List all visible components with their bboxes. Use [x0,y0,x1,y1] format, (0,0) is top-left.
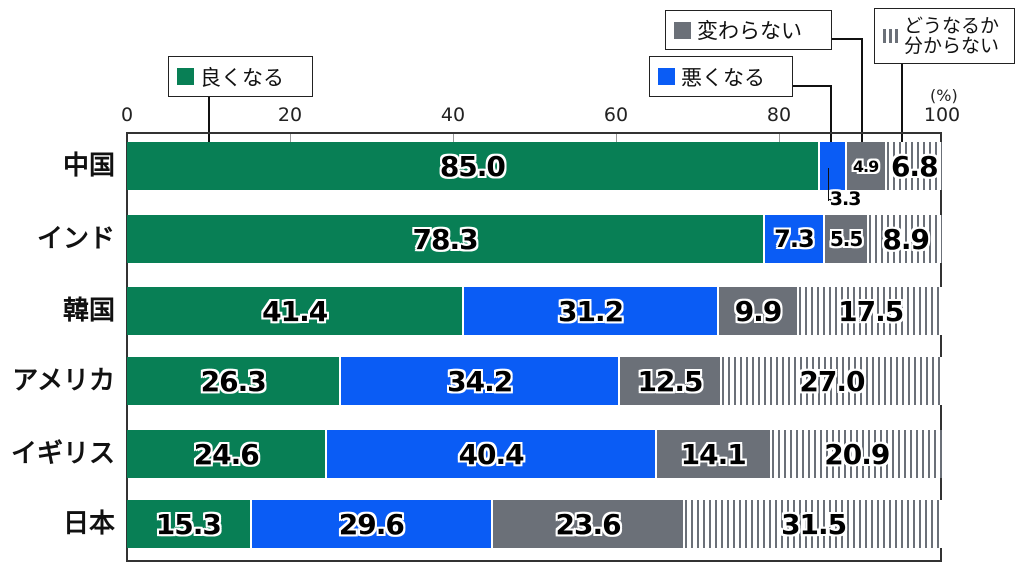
bar-row: 24.6 40.4 14.1 20.9 [127,430,942,478]
bar-segment: 31.2 [464,287,719,335]
bar-row: 78.3 7.3 5.5 8.9 [127,215,942,263]
leader-line-small-h [827,199,834,201]
legend-good: 良くなる [168,56,313,97]
bar-segment: 4.9 [846,142,887,190]
bar-segment: 3.3 [819,142,861,210]
swatch-green-icon [177,68,194,85]
swatch-blue-icon [658,68,675,85]
leader-line-unknown [901,64,903,154]
bar-segment: 8.9 [869,215,942,263]
category-label: インド [36,224,115,254]
legend-same-label: 変わらない [697,19,802,43]
bar-row: 41.4 31.2 9.9 17.5 [127,287,942,335]
gridline [453,134,454,142]
bar-row: 26.3 34.2 12.5 27.0 [127,357,942,405]
category-label: 中国 [62,151,115,181]
bar-segment: 12.5 [620,357,722,405]
bar-segment: 26.3 [127,357,342,405]
leader-line-same-h [832,38,862,40]
legend-unknown: どうなるか 分からない [874,8,1015,64]
bar-segment: 9.9 [718,287,800,335]
leader-line-small [827,168,830,200]
value-label: 3.3 [829,188,862,210]
category-label: アメリカ [12,366,115,396]
x-tick-label: 40 [440,104,466,126]
leader-line-good [208,97,210,153]
leader-line-bad-h [793,85,831,87]
leader-line-bad-v [830,85,832,155]
legend-unknown-line2: 分からない [904,35,1000,57]
legend-good-label: 良くなる [200,65,284,90]
value-label: 6.8 [890,149,939,183]
x-tick-label: 20 [277,104,303,126]
x-tick-label: 100 [923,104,961,126]
bar-segment: 24.6 [127,430,328,478]
bar-segment: 34.2 [341,357,621,405]
value-label: 5.5 [829,227,863,251]
bar-segment: 5.5 [824,215,870,263]
bar-segment: 6.8 [886,142,942,190]
value-label: 40.4 [458,437,525,471]
value-label: 27.0 [799,364,865,398]
value-label: 17.5 [838,294,904,328]
value-label: 12.5 [637,364,703,398]
value-label: 34.2 [447,364,513,398]
bar-segment: 41.4 [127,287,465,335]
value-label: 7.3 [774,225,815,253]
value-label: 20.9 [824,437,890,471]
value-label: 14.1 [680,437,747,471]
category-label: 日本 [62,509,115,539]
value-label: 41.4 [262,294,328,328]
value-label: 8.9 [882,222,930,256]
bar-segment: 27.0 [721,357,942,405]
value-label: 15.3 [155,507,222,541]
swatch-striped-icon [883,29,898,43]
value-label: 29.6 [338,507,405,541]
legend-same: 変わらない [665,10,832,50]
x-tick-label: 80 [766,104,792,126]
legend-unknown-line1: どうなるか [904,15,1000,37]
legend-bad: 悪くなる [649,56,793,97]
bar-segment: 31.5 [685,500,942,548]
bar-row: 85.0 3.3 4.9 6.8 [127,142,942,210]
x-tick-label: 60 [603,104,629,126]
unit-label: (%) [930,86,958,105]
bar-segment: 7.3 [765,215,825,263]
bar-segment: 17.5 [799,287,942,335]
swatch-gray-icon [674,21,691,39]
bar-segment: 23.6 [492,500,686,548]
bar-segment: 14.1 [656,430,772,478]
gridline [290,134,291,142]
value-label: 31.2 [557,294,624,328]
bar-segment: 29.6 [251,500,493,548]
category-label: イギリス [10,439,115,469]
bar-segment: 85.0 [127,142,820,190]
gridline [779,134,780,142]
legend-bad-label: 悪くなる [681,65,765,90]
value-label: 26.3 [200,364,267,398]
category-label: 韓国 [62,296,115,326]
bar-row: 15.3 29.6 23.6 31.5 [127,500,942,548]
bar-segment: 40.4 [327,430,657,478]
x-tick-label: 0 [120,104,134,126]
gridline [616,134,617,142]
bar-segment: 20.9 [771,430,942,478]
plot-frame [126,132,942,562]
bar-segment: 78.3 [127,215,766,263]
value-label: 78.3 [412,222,479,256]
bar-segment: 15.3 [127,500,252,548]
value-label: 85.0 [439,149,506,183]
value-label: 24.6 [193,437,260,471]
value-label: 23.6 [555,507,622,541]
value-label: 9.9 [734,294,783,328]
leader-line-same-v [861,38,863,155]
value-label: 4.9 [852,156,879,176]
value-label: 31.5 [781,507,847,541]
